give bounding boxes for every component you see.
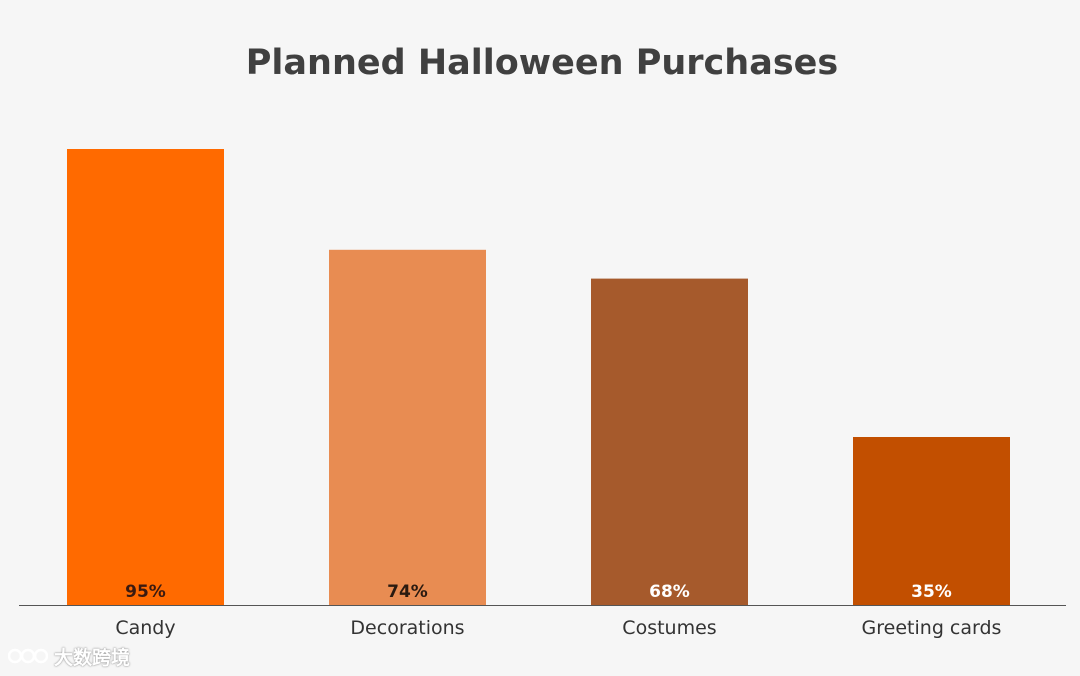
category-labels-group: Candy Decorations Costumes Greeting cards [115, 617, 1001, 639]
category-label: Candy [115, 617, 175, 639]
category-label: Decorations [350, 617, 464, 639]
bar-decorations [329, 249, 486, 606]
value-label: 95% [125, 582, 166, 602]
value-label: 74% [387, 582, 428, 602]
watermark: 大数跨境 [8, 640, 130, 672]
watermark-logo-icon [8, 648, 48, 664]
watermark-text: 大数跨境 [54, 646, 131, 669]
bar-candy [67, 149, 224, 605]
bars-group [67, 149, 1010, 606]
value-label: 35% [911, 582, 952, 602]
category-label: Costumes [622, 617, 716, 639]
bar-costumes [591, 278, 748, 605]
bar-greeting-cards [853, 437, 1010, 605]
value-labels-group: 95% 74% 68% 35% [125, 582, 952, 602]
category-label: Greeting cards [862, 617, 1002, 639]
value-label: 68% [649, 582, 690, 602]
chart-title: Planned Halloween Purchases [246, 43, 838, 83]
